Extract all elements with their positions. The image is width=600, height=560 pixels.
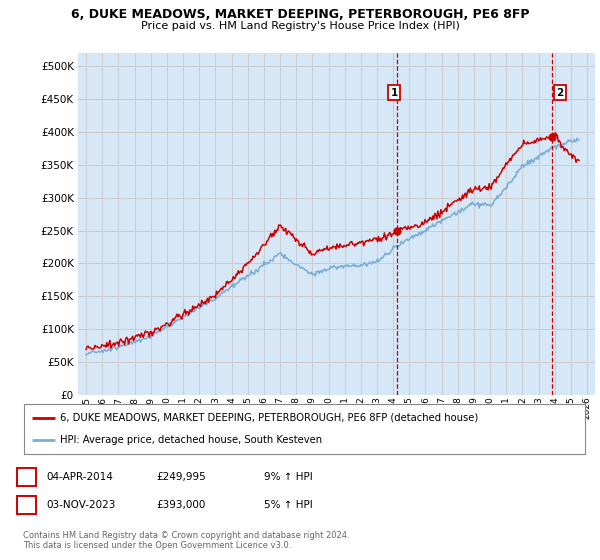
Text: 2: 2 [23,500,30,510]
Text: 9% ↑ HPI: 9% ↑ HPI [264,472,313,482]
Text: 5% ↑ HPI: 5% ↑ HPI [264,500,313,510]
Text: Contains HM Land Registry data © Crown copyright and database right 2024.
This d: Contains HM Land Registry data © Crown c… [23,531,349,550]
Text: 2: 2 [557,87,564,97]
Text: 03-NOV-2023: 03-NOV-2023 [47,500,116,510]
Text: 6, DUKE MEADOWS, MARKET DEEPING, PETERBOROUGH, PE6 8FP: 6, DUKE MEADOWS, MARKET DEEPING, PETERBO… [71,8,529,21]
Text: 04-APR-2014: 04-APR-2014 [47,472,113,482]
Text: 6, DUKE MEADOWS, MARKET DEEPING, PETERBOROUGH, PE6 8FP (detached house): 6, DUKE MEADOWS, MARKET DEEPING, PETERBO… [61,413,479,423]
Text: £393,000: £393,000 [156,500,205,510]
Text: £249,995: £249,995 [156,472,206,482]
Text: 1: 1 [23,472,30,482]
Text: HPI: Average price, detached house, South Kesteven: HPI: Average price, detached house, Sout… [61,435,323,445]
Text: 1: 1 [391,87,398,97]
Text: Price paid vs. HM Land Registry's House Price Index (HPI): Price paid vs. HM Land Registry's House … [140,21,460,31]
